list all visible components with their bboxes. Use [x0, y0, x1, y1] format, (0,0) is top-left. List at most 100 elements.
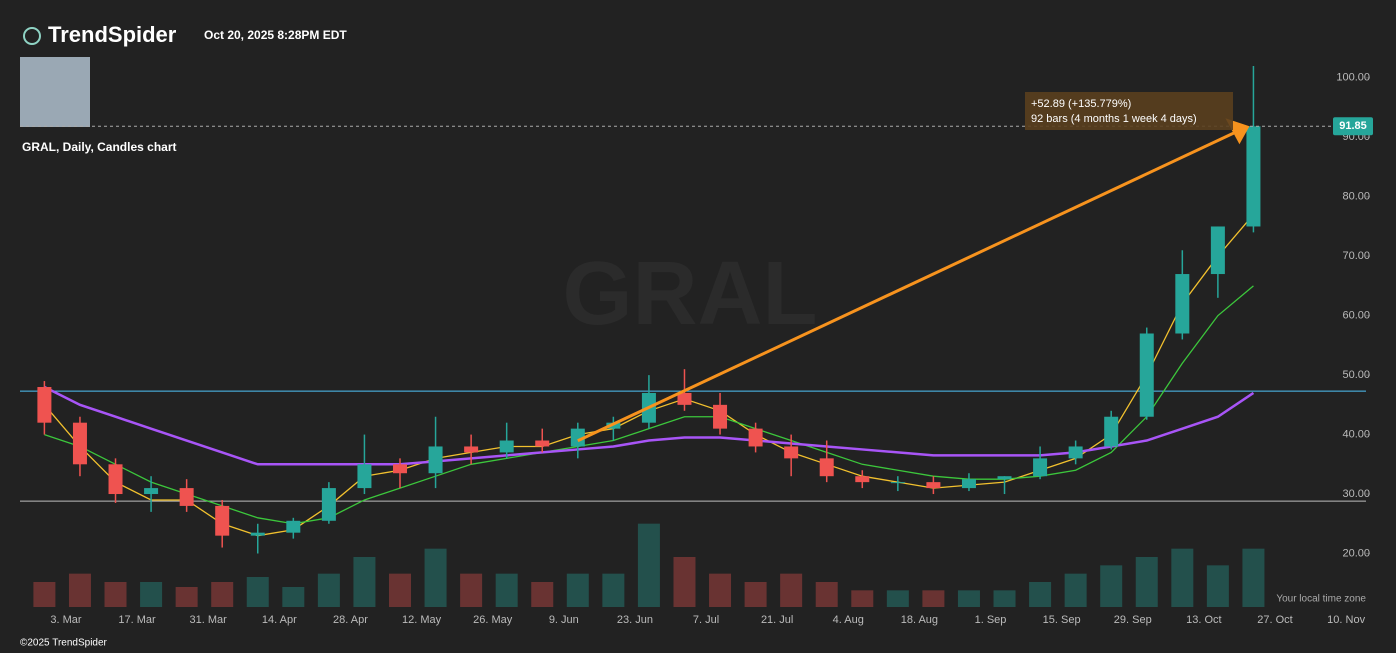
candle-body: [1139, 333, 1154, 417]
x-tick-label: 31. Mar: [190, 614, 228, 626]
candle-body: [713, 404, 728, 429]
candle-body: [464, 446, 479, 453]
volume-bar: [246, 577, 269, 607]
y-tick-label: 80.00: [1342, 191, 1370, 203]
volume-bar: [957, 590, 980, 607]
x-tick-label: 21. Jul: [761, 614, 793, 626]
last-price-box: [1333, 117, 1373, 136]
candle-body: [250, 532, 265, 536]
candle-body: [748, 428, 763, 447]
x-tick-label: 27. Oct: [1257, 614, 1292, 626]
x-tick-label: 10. Nov: [1327, 614, 1365, 626]
candle-body: [1210, 226, 1225, 275]
volume-bar: [1206, 565, 1229, 607]
x-tick-label: 7. Jul: [693, 614, 719, 626]
volume-bar: [851, 590, 874, 607]
candle-body: [961, 479, 976, 489]
candle-body: [784, 446, 799, 459]
x-tick-label: 17. Mar: [118, 614, 156, 626]
candle-body: [1104, 416, 1119, 447]
candle-body: [215, 505, 230, 536]
measure-detail: 92 bars (4 months 1 week 4 days): [1031, 113, 1197, 125]
volume-bar: [175, 587, 198, 607]
volume-bar: [1242, 548, 1265, 607]
chart-title: GRAL, Daily, Candles chart: [22, 140, 176, 154]
candle-body: [997, 476, 1012, 480]
candle-body: [179, 488, 194, 506]
volume-bar: [389, 573, 411, 607]
volume-bar: [815, 582, 838, 607]
candle-body: [499, 440, 514, 453]
measure-arrow: [577, 130, 1237, 443]
x-tick-label: 1. Sep: [975, 614, 1007, 626]
candle-body: [1246, 126, 1261, 227]
volume-bar: [993, 590, 1016, 607]
candle-body: [819, 458, 834, 477]
y-tick-label: 20.00: [1342, 547, 1370, 559]
volume-bar: [531, 582, 554, 607]
volume-bar: [424, 548, 447, 607]
candle-body: [1175, 274, 1190, 334]
volume-bar: [637, 523, 660, 607]
y-tick-label: 50.00: [1342, 369, 1370, 381]
x-tick-label: 28. Apr: [333, 614, 368, 626]
measure-label: +52.89 (+135.779%): [1031, 98, 1131, 110]
candle-body: [855, 476, 870, 483]
volume-bar: [566, 573, 589, 607]
x-tick-label: 13. Oct: [1186, 614, 1221, 626]
candle-body: [428, 446, 443, 474]
x-tick-label: 26. May: [473, 614, 513, 626]
candle-body: [1033, 458, 1048, 477]
y-tick-label: 60.00: [1342, 310, 1370, 322]
timestamp: Oct 20, 2025 8:28PM EDT: [204, 28, 347, 42]
x-tick-label: 15. Sep: [1043, 614, 1081, 626]
x-tick-label: 23. Jun: [617, 614, 653, 626]
candle-body: [677, 392, 692, 405]
watermark: GRAL: [563, 244, 818, 344]
volume-bar: [282, 587, 305, 607]
x-tick-label: 14. Apr: [262, 614, 297, 626]
avatar: [20, 57, 90, 127]
x-tick-label: 12. May: [402, 614, 442, 626]
volume-bar: [1064, 573, 1087, 607]
candle-body: [890, 482, 905, 484]
candle-body: [357, 464, 372, 489]
x-tick-label: 18. Aug: [901, 614, 938, 626]
volume-bar: [33, 582, 56, 607]
volume-bar: [673, 557, 696, 607]
candle-body: [926, 482, 941, 489]
volume-bar: [1029, 582, 1052, 607]
timezone-note: Your local time zone: [1276, 594, 1366, 605]
volume-bar: [922, 590, 945, 607]
brand: TrendSpider: [48, 22, 177, 47]
volume-bar: [104, 582, 127, 607]
x-tick-label: 4. Aug: [833, 614, 864, 626]
y-tick-label: 70.00: [1342, 250, 1370, 262]
volume-bar: [495, 573, 518, 607]
moving-average: [43, 385, 1255, 466]
candle-body: [286, 520, 301, 533]
y-tick-label: 30.00: [1342, 488, 1370, 500]
copyright: ©2025 TrendSpider: [20, 638, 108, 649]
volume-bar: [886, 590, 909, 607]
last-price-label: 91.85: [1339, 120, 1367, 132]
volume-bar: [353, 557, 376, 607]
volume-bar: [317, 573, 340, 607]
candle-body: [108, 464, 123, 495]
candle-body: [393, 464, 407, 474]
candle-body: [37, 387, 52, 423]
y-tick-label: 100.00: [1336, 72, 1370, 84]
x-tick-label: 3. Mar: [50, 614, 82, 626]
volume-bar: [211, 582, 234, 607]
volume-bar: [1171, 548, 1194, 607]
measure-box: [1025, 92, 1233, 130]
volume-bar: [780, 573, 803, 607]
candle-body: [570, 428, 585, 447]
logo: [23, 27, 41, 45]
logo-icon: [23, 27, 41, 45]
candle-body: [1068, 446, 1083, 459]
volume-bar: [744, 582, 767, 607]
candle-body: [535, 440, 550, 447]
volume-bar: [460, 573, 483, 607]
volume-bar: [68, 573, 91, 607]
